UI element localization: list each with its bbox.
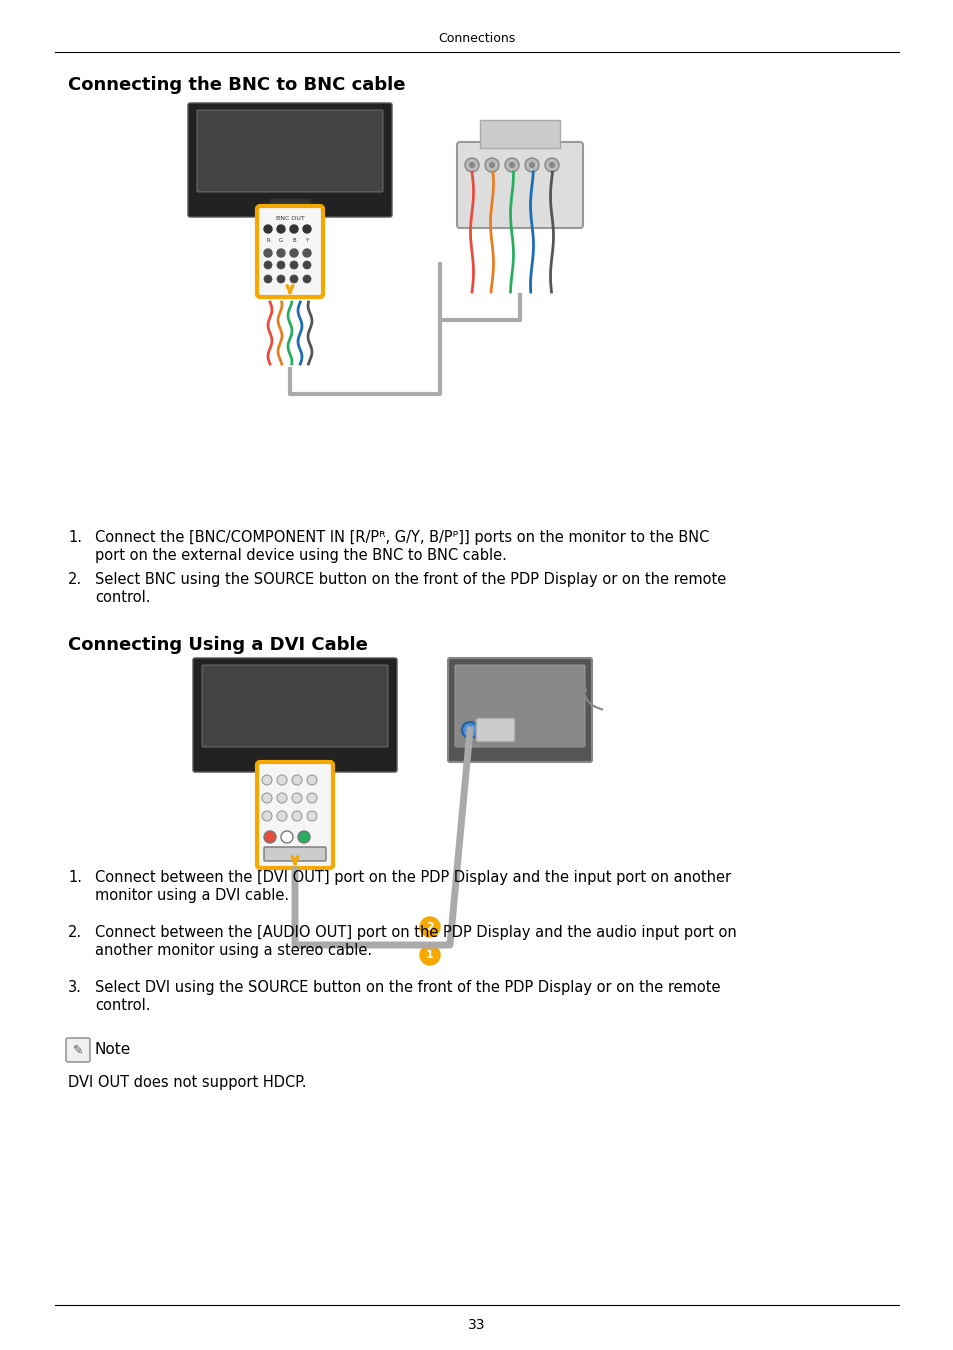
Text: DVI OUT does not support HDCP.: DVI OUT does not support HDCP.: [68, 1075, 306, 1089]
FancyBboxPatch shape: [256, 207, 323, 297]
Text: 2.: 2.: [68, 925, 82, 940]
Text: control.: control.: [95, 590, 151, 605]
Circle shape: [303, 248, 311, 256]
Text: B: B: [292, 239, 295, 243]
FancyBboxPatch shape: [456, 142, 582, 228]
Text: Connect the [BNC/COMPONENT IN [R/Pᴿ, G/Y, B/Pᴾ]] ports on the monitor to the BNC: Connect the [BNC/COMPONENT IN [R/Pᴿ, G/Y…: [95, 531, 709, 545]
Circle shape: [461, 722, 477, 738]
Circle shape: [276, 275, 285, 284]
Circle shape: [419, 945, 439, 965]
Text: 2: 2: [426, 922, 434, 931]
Circle shape: [297, 832, 310, 842]
Text: port on the external device using the BNC to BNC cable.: port on the external device using the BN…: [95, 548, 506, 563]
Circle shape: [548, 162, 555, 167]
Circle shape: [290, 248, 297, 256]
Text: 3.: 3.: [68, 980, 82, 995]
Circle shape: [303, 261, 311, 269]
Text: Connecting Using a DVI Cable: Connecting Using a DVI Cable: [68, 636, 368, 653]
Circle shape: [504, 158, 518, 171]
Circle shape: [292, 775, 302, 784]
Circle shape: [264, 275, 272, 284]
Circle shape: [544, 158, 558, 171]
Circle shape: [290, 261, 297, 269]
Circle shape: [529, 162, 535, 167]
Circle shape: [489, 162, 495, 167]
Circle shape: [276, 811, 287, 821]
Circle shape: [276, 225, 285, 234]
Circle shape: [262, 792, 272, 803]
Text: Note: Note: [95, 1042, 132, 1057]
Text: ✎: ✎: [72, 1044, 83, 1057]
Text: G: G: [278, 239, 283, 243]
Circle shape: [276, 248, 285, 256]
Circle shape: [303, 275, 311, 284]
FancyBboxPatch shape: [202, 666, 388, 747]
Text: Select DVI using the SOURCE button on the front of the PDP Display or on the rem: Select DVI using the SOURCE button on th…: [95, 980, 720, 995]
Circle shape: [419, 917, 439, 937]
Circle shape: [290, 225, 297, 234]
Circle shape: [262, 775, 272, 784]
Circle shape: [264, 248, 272, 256]
Circle shape: [464, 158, 478, 171]
Circle shape: [292, 811, 302, 821]
Circle shape: [264, 832, 275, 842]
Text: Connections: Connections: [438, 31, 515, 45]
Circle shape: [303, 225, 311, 234]
Text: Select BNC using the SOURCE button on the front of the PDP Display or on the rem: Select BNC using the SOURCE button on th…: [95, 572, 725, 587]
Circle shape: [281, 832, 293, 842]
FancyBboxPatch shape: [188, 103, 392, 217]
Text: BNC OUT: BNC OUT: [275, 216, 304, 221]
FancyBboxPatch shape: [476, 718, 515, 743]
Circle shape: [264, 261, 272, 269]
Text: another monitor using a stereo cable.: another monitor using a stereo cable.: [95, 944, 372, 958]
Circle shape: [264, 225, 272, 234]
Text: 1.: 1.: [68, 869, 82, 886]
Circle shape: [307, 775, 316, 784]
Circle shape: [524, 158, 538, 171]
Text: monitor using a DVI cable.: monitor using a DVI cable.: [95, 888, 289, 903]
Bar: [479, 120, 559, 148]
Text: Connect between the [AUDIO OUT] port on the PDP Display and the audio input port: Connect between the [AUDIO OUT] port on …: [95, 925, 736, 940]
Circle shape: [276, 792, 287, 803]
Circle shape: [509, 162, 515, 167]
Circle shape: [276, 775, 287, 784]
Text: R: R: [266, 239, 270, 243]
FancyBboxPatch shape: [256, 761, 333, 868]
Circle shape: [469, 162, 475, 167]
Bar: [270, 198, 310, 209]
FancyBboxPatch shape: [455, 666, 584, 747]
Circle shape: [262, 811, 272, 821]
Circle shape: [292, 792, 302, 803]
FancyBboxPatch shape: [448, 657, 592, 761]
Text: 1: 1: [426, 950, 434, 960]
Text: 1.: 1.: [68, 531, 82, 545]
FancyBboxPatch shape: [196, 109, 382, 192]
FancyBboxPatch shape: [264, 846, 326, 861]
Text: 2.: 2.: [68, 572, 82, 587]
Circle shape: [276, 261, 285, 269]
Text: control.: control.: [95, 998, 151, 1012]
Text: 33: 33: [468, 1318, 485, 1332]
Circle shape: [307, 811, 316, 821]
FancyBboxPatch shape: [193, 657, 396, 772]
FancyBboxPatch shape: [66, 1038, 90, 1062]
Text: Connect between the [DVI OUT] port on the PDP Display and the input port on anot: Connect between the [DVI OUT] port on th…: [95, 869, 730, 886]
Circle shape: [484, 158, 498, 171]
Circle shape: [307, 792, 316, 803]
Text: Y: Y: [305, 239, 309, 243]
Circle shape: [290, 275, 297, 284]
Text: Connecting the BNC to BNC cable: Connecting the BNC to BNC cable: [68, 76, 405, 95]
